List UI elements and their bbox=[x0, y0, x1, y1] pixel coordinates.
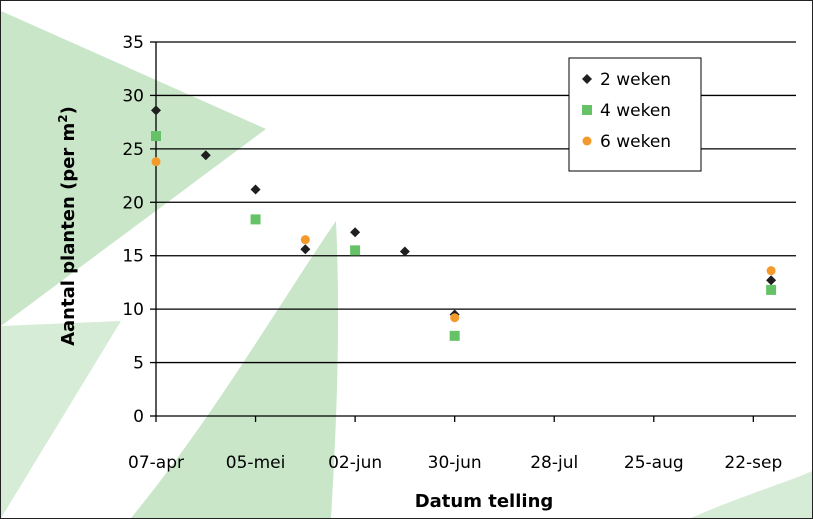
x-tick-label-30-jun: 30-jun bbox=[428, 453, 482, 473]
bg-green-bottom-right bbox=[691, 471, 812, 518]
x-tick-label-28-jul: 28-jul bbox=[530, 453, 578, 473]
x-tick-label-02-jun: 02-jun bbox=[328, 453, 382, 473]
axes bbox=[150, 41, 796, 422]
bg-green-top-left bbox=[1, 11, 266, 326]
y-tick-label-30: 30 bbox=[122, 86, 144, 106]
legend-marker-2-weken bbox=[582, 74, 592, 84]
point-6-weken-3 bbox=[766, 266, 776, 276]
x-tick-labels: 07-apr 05-mei 02-jun 30-jun 28-jul 25-aug 22-s… bbox=[128, 453, 782, 473]
x-axis-title: Datum telling bbox=[415, 491, 554, 512]
series-6-weken bbox=[151, 157, 776, 323]
x-tick-label-22-sep: 22-sep bbox=[724, 453, 782, 473]
legend-label-4-weken: 4 weken bbox=[600, 101, 671, 121]
point-4-weken-2 bbox=[350, 245, 361, 256]
point-2-weken-7 bbox=[766, 275, 777, 286]
point-4-weken-3 bbox=[449, 330, 460, 341]
x-tick-label-07-apr: 07-apr bbox=[128, 453, 184, 473]
point-4-weken-0 bbox=[151, 131, 161, 142]
y-tick-label-15: 15 bbox=[122, 247, 144, 267]
point-2-weken-0 bbox=[151, 105, 161, 116]
y-tick-label-25: 25 bbox=[122, 140, 144, 160]
y-tick-label-20: 20 bbox=[122, 193, 144, 213]
legend: 2 weken 4 weken 6 weken bbox=[568, 57, 702, 172]
legend-marker-4-weken bbox=[582, 105, 592, 115]
y-tick-label-0: 0 bbox=[133, 407, 144, 427]
y-tick-labels: 0 5 10 15 20 25 30 35 bbox=[122, 33, 144, 427]
legend-label-6-weken: 6 weken bbox=[600, 132, 671, 152]
point-2-weken-2 bbox=[250, 184, 261, 195]
x-tick-label-25-aug: 25-aug bbox=[624, 453, 684, 473]
background-decoration bbox=[1, 11, 812, 518]
legend-label-2-weken: 2 weken bbox=[600, 70, 671, 90]
point-6-weken-0 bbox=[151, 157, 161, 167]
point-2-weken-1 bbox=[200, 150, 211, 161]
point-4-weken-1 bbox=[250, 214, 261, 225]
bg-green-lower-left bbox=[1, 321, 121, 518]
y-tick-label-35: 35 bbox=[122, 33, 144, 53]
point-2-weken-3 bbox=[300, 244, 311, 255]
y-axis-title-close: ) bbox=[58, 106, 79, 114]
point-2-weken-4 bbox=[350, 227, 361, 238]
y-tick-label-5: 5 bbox=[133, 354, 144, 374]
series-4-weken bbox=[151, 131, 777, 341]
y-tick-label-10: 10 bbox=[122, 300, 144, 320]
x-tick-label-05-mei: 05-mei bbox=[226, 453, 286, 473]
data-points bbox=[151, 105, 777, 341]
point-6-weken-1 bbox=[300, 235, 310, 245]
point-4-weken-4 bbox=[766, 284, 777, 295]
point-6-weken-2 bbox=[450, 313, 460, 323]
point-2-weken-5 bbox=[399, 246, 410, 257]
y-axis-title: Aantal planten (per m2) bbox=[56, 106, 79, 346]
y-axis-title-superscript: 2 bbox=[56, 114, 70, 122]
y-axis-title-main: Aantal planten (per m bbox=[58, 123, 79, 346]
legend-marker-6-weken bbox=[582, 136, 592, 146]
bg-green-center-swoosh bbox=[131, 221, 339, 518]
